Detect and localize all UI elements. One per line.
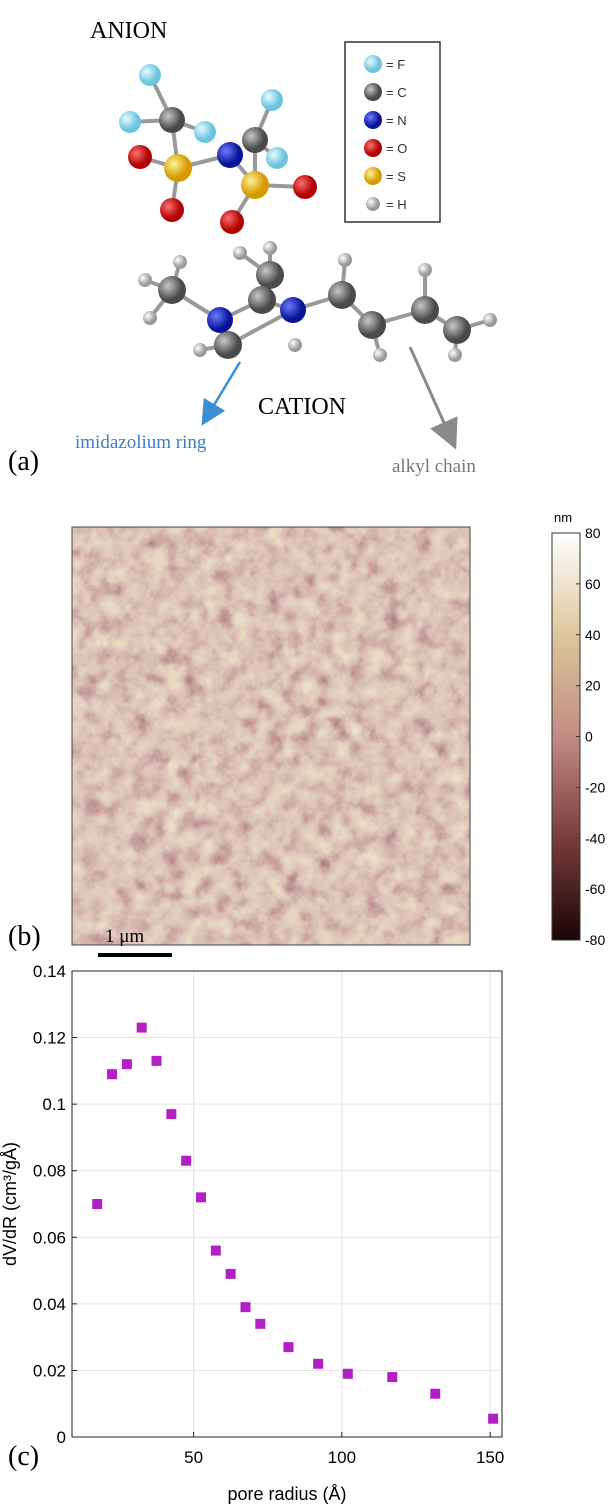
- point: [387, 1372, 398, 1383]
- point: [107, 1069, 118, 1080]
- point: [240, 1302, 251, 1313]
- point: [342, 1368, 353, 1379]
- point: [92, 1199, 103, 1209]
- chain-arrow: [408, 346, 458, 450]
- colorbar-tick-label: 80: [585, 525, 601, 541]
- plot-area: [71, 970, 503, 1438]
- colorbar-ticks: -80 -60 -40 -20 0 20 40 60 80: [576, 525, 605, 948]
- colorbar-tick-label: -60: [585, 881, 605, 897]
- plot-frame: [71, 970, 503, 1438]
- legend-icons: [364, 55, 382, 211]
- legend-entry: = S: [386, 169, 406, 184]
- panel-label: (b): [8, 921, 41, 952]
- y-tick-label: 0: [57, 1428, 66, 1447]
- point: [225, 1268, 236, 1279]
- x-axis-label: pore radius (Å): [227, 1484, 346, 1504]
- point: [210, 1245, 221, 1256]
- colorbar-tick-label: 0: [585, 729, 593, 745]
- legend-entry: = C: [386, 85, 407, 100]
- anion-label: ANION: [90, 18, 167, 44]
- colorbar-tick-label: 20: [585, 678, 601, 694]
- colorbar-tick-label: 60: [585, 576, 601, 592]
- y-tick-label: 0.12: [33, 1029, 66, 1048]
- panel-label: (a): [8, 446, 39, 477]
- point: [181, 1155, 192, 1166]
- legend-entry: = N: [386, 113, 407, 128]
- point: [313, 1358, 324, 1369]
- afm-frame: [71, 526, 471, 946]
- y-tick-label: 0.06: [33, 1228, 66, 1247]
- colorbar-tick-label: -80: [585, 932, 605, 948]
- point: [488, 1413, 499, 1424]
- point: [166, 1109, 177, 1120]
- y-tick-label: 0.1: [42, 1095, 66, 1114]
- afm-image: [72, 527, 470, 945]
- y-tick-label: 0.02: [33, 1361, 66, 1380]
- point: [136, 1022, 147, 1033]
- chain-annotation: alkyl chain: [392, 456, 476, 477]
- y-axis-label: dV/dR (cm³/gÅ): [0, 1142, 20, 1266]
- legend-entry: = F: [386, 57, 405, 72]
- point: [430, 1388, 441, 1399]
- colorbar-tick-label: -20: [585, 779, 605, 795]
- ring-annotation: imidazolium ring: [75, 432, 207, 453]
- x-tick-label: 150: [476, 1448, 504, 1467]
- colorbar-tick-label: -40: [585, 830, 605, 846]
- y-tick-label: 0.04: [33, 1295, 66, 1314]
- ring-arrow: [201, 361, 242, 426]
- scatter-chart: 0 0.02 0.04 0.06 0.08 0.1 0.12 0.14 50 100 150 pore…: [0, 962, 504, 1504]
- point: [255, 1318, 266, 1329]
- legend-box: [344, 41, 441, 223]
- colorbar: [551, 532, 581, 941]
- colorbar-label: nm: [554, 510, 572, 525]
- colorbar-tick-label: 40: [585, 627, 601, 643]
- legend: = F = C = N = O = S = H: [386, 57, 407, 212]
- cation-label: CATION: [258, 394, 346, 420]
- atoms: [119, 64, 497, 362]
- x-tick-label: 100: [328, 1448, 356, 1467]
- y-tick-label: 0.08: [33, 1162, 66, 1181]
- y-tick-label: 0.14: [33, 962, 66, 981]
- point: [283, 1342, 294, 1353]
- x-tick-label: 50: [184, 1448, 203, 1467]
- point: [121, 1059, 132, 1070]
- legend-entry: = O: [386, 141, 407, 156]
- point: [151, 1055, 162, 1066]
- point: [196, 1192, 206, 1203]
- scale-bar-label: 1 μm: [105, 926, 144, 947]
- panel-label: (c): [8, 1441, 39, 1472]
- legend-entry: = H: [386, 197, 407, 212]
